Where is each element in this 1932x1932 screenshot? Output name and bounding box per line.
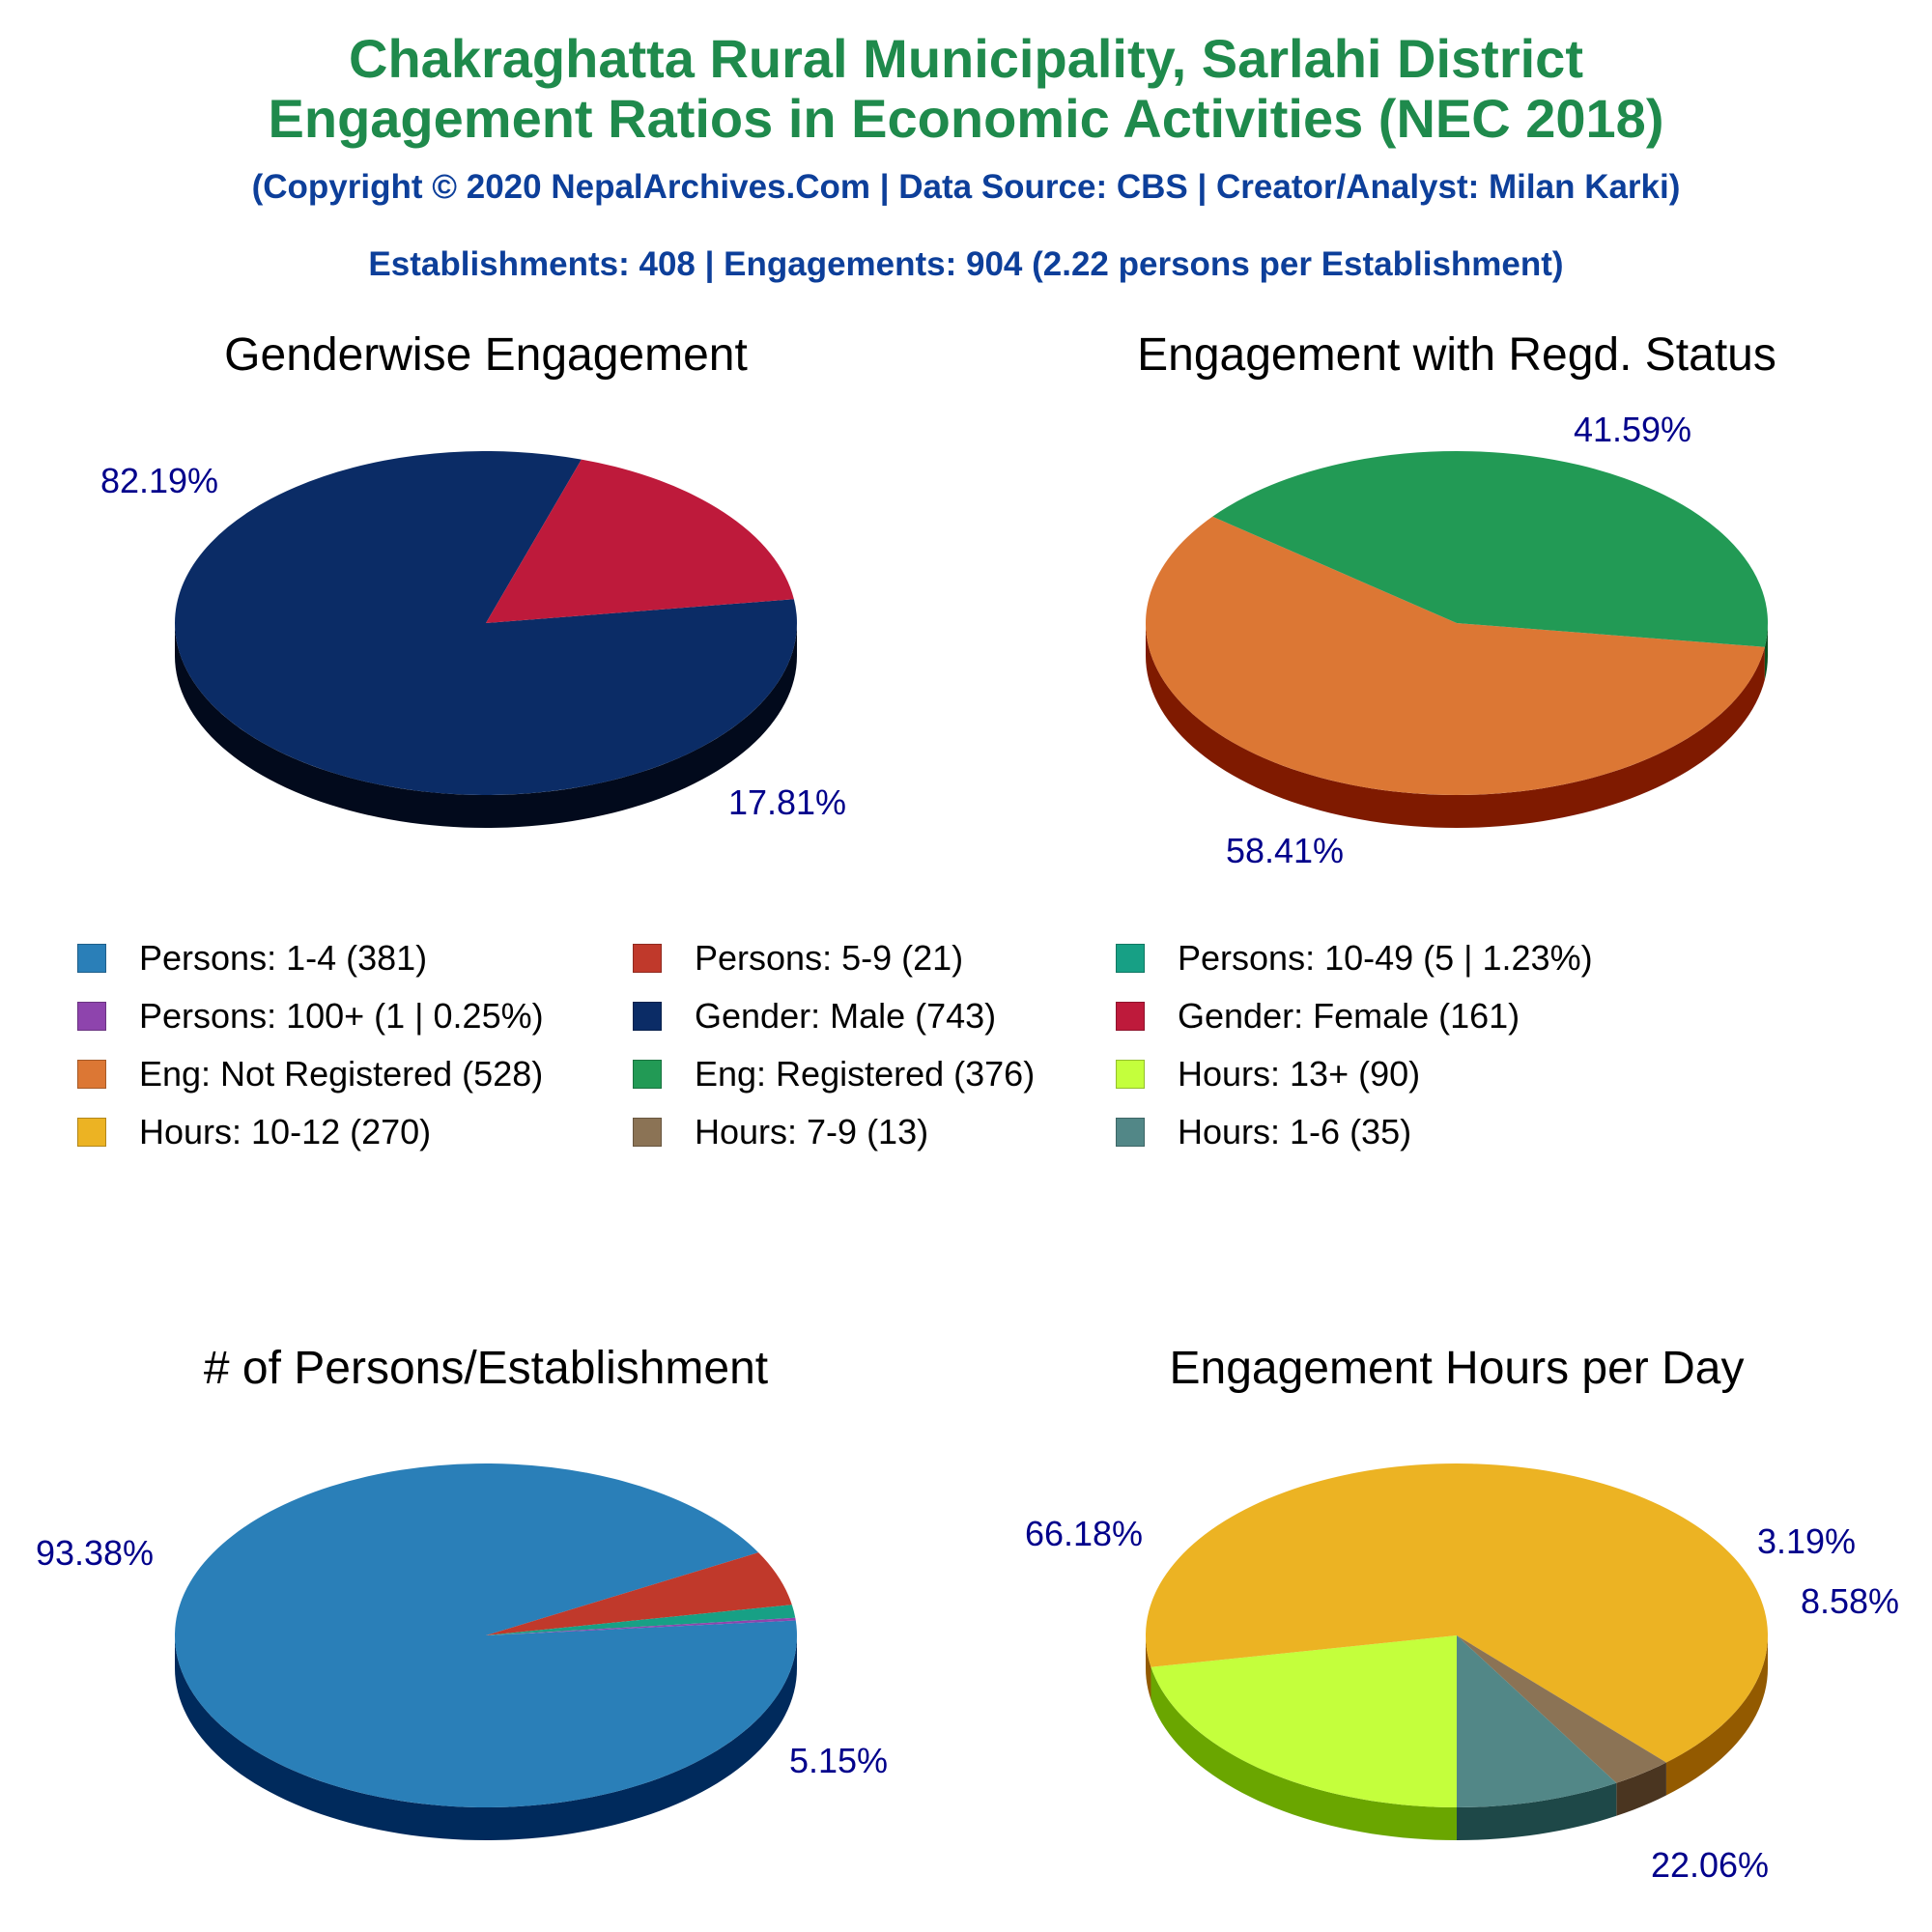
legend-swatch (1116, 1118, 1145, 1147)
legend-label: Hours: 1-6 (35) (1178, 1112, 1412, 1151)
pie-slice-persons-1-4 (174, 1463, 797, 1807)
pct-label-hours-10-12: 66.18% (1025, 1514, 1143, 1553)
legend-label: Eng: Registered (376) (695, 1054, 1036, 1094)
pie-slice-eng-registered (1212, 450, 1769, 647)
pct-label-eng-not-registered: 58.41% (1226, 831, 1344, 870)
legend-swatch (1116, 944, 1145, 973)
pct-label-persons-5-9: 5.15% (789, 1741, 888, 1780)
legend-swatch (77, 1002, 106, 1031)
legend-swatch (633, 944, 662, 973)
legend-item-persons-5-9-21: Persons: 5-9 (21) (633, 934, 963, 982)
legend-item-hours-10-12-270: Hours: 10-12 (270) (77, 1108, 431, 1156)
pct-label-persons-1-4: 93.38% (36, 1533, 154, 1573)
legend-item-hours-13-90: Hours: 13+ (90) (1116, 1050, 1420, 1098)
pie-title: # of Persons/Establishment (204, 1343, 768, 1394)
legend-label: Persons: 5-9 (21) (695, 938, 964, 978)
pie-slice-gender-female (486, 459, 794, 623)
pie-title: Genderwise Engagement (224, 329, 748, 381)
legend-label: Hours: 13+ (90) (1178, 1054, 1421, 1094)
pie-chart-of-persons-establishment: # of Persons/Establishment 93.38% 5.15% (36, 1343, 888, 1840)
pie-slice-hours-13 (1151, 1635, 1457, 1807)
pie-side-eng-registered (1764, 623, 1768, 680)
pie-side-eng-not-registered (1146, 623, 1765, 828)
legend-item-persons-10-49-5-1-23: Persons: 10-49 (5 | 1.23%) (1116, 934, 1593, 982)
legend-swatch (77, 1118, 106, 1147)
pie-title: Engagement with Regd. Status (1137, 329, 1776, 381)
legend-swatch (633, 1118, 662, 1147)
pie-side-hours-13 (1151, 1666, 1457, 1840)
legend-item-hours-1-6-35: Hours: 1-6 (35) (1116, 1108, 1411, 1156)
chart-header: Chakraghatta Rural Municipality, Sarlahi… (0, 0, 1932, 284)
legend-swatch (1116, 1002, 1145, 1031)
legend-label: Eng: Not Registered (528) (139, 1054, 544, 1094)
legend-swatch (633, 1060, 662, 1089)
legend-label: Persons: 100+ (1 | 0.25%) (139, 996, 544, 1036)
legend-item-eng-not-registered-528: Eng: Not Registered (528) (77, 1050, 543, 1098)
pie-chart-engagement-hours-per-day: Engagement Hours per Day 22.06% 66.18% 3.19… (1025, 1343, 1899, 1885)
pie-slice-hours-10-12 (1145, 1463, 1768, 1763)
copyright-note: (Copyright © 2020 NepalArchives.Com | Da… (251, 168, 1681, 206)
pie-side-gender-male (175, 623, 797, 828)
pie-side-hours-10-12 (1665, 1635, 1768, 1796)
main-title-line-2: Engagement Ratios in Economic Activities… (268, 88, 1664, 149)
pie-title: Engagement Hours per Day (1170, 1343, 1745, 1394)
pie-chart-genderwise-engagement: Genderwise Engagement 82.19% 17.81% (100, 329, 846, 828)
legend-item-gender-female-161: Gender: Female (161) (1116, 992, 1520, 1040)
legend-item-persons-1-4-381: Persons: 1-4 (381) (77, 934, 427, 982)
legend-swatch (77, 1060, 106, 1089)
legend-label: Gender: Female (161) (1178, 996, 1520, 1036)
pct-label-hours-13: 22.06% (1651, 1845, 1769, 1885)
legend-label: Hours: 10-12 (270) (139, 1112, 432, 1151)
main-title-line-1: Chakraghatta Rural Municipality, Sarlahi… (349, 28, 1583, 89)
pie-side-hours-10-12 (1146, 1635, 1151, 1700)
pie-slice-persons-5-9 (486, 1552, 792, 1635)
legend-swatch (633, 1002, 662, 1031)
pct-label-hours-1-6: 8.58% (1801, 1581, 1899, 1621)
legend-item-gender-male-743: Gender: Male (743) (633, 992, 996, 1040)
pie-slice-hours-7-9 (1457, 1635, 1666, 1783)
legend-item-eng-registered-376: Eng: Registered (376) (633, 1050, 1035, 1098)
legend-label: Gender: Male (743) (695, 996, 997, 1036)
pie-slice-persons-100 (486, 1617, 796, 1635)
pie-chart-engagement-with-regd-status: Engagement with Regd. Status 58.41% 41.59% (1137, 329, 1776, 870)
pie-slice-hours-1-6 (1457, 1635, 1617, 1807)
legend-label: Persons: 1-4 (381) (139, 938, 428, 978)
legend-label: Persons: 10-49 (5 | 1.23%) (1178, 938, 1593, 978)
legend-item-hours-7-9-13: Hours: 7-9 (13) (633, 1108, 928, 1156)
pct-label-hours-7-9: 3.19% (1757, 1521, 1856, 1561)
pie-slice-gender-male (175, 450, 798, 795)
pie-side-persons-1-4 (175, 1635, 797, 1840)
legend-label: Hours: 7-9 (13) (695, 1112, 929, 1151)
legend-swatch (77, 944, 106, 973)
legend-swatch (1116, 1060, 1145, 1089)
pie-slice-eng-not-registered (1146, 516, 1765, 795)
pie-side-hours-7-9 (1616, 1762, 1666, 1816)
pie-side-hours-1-6 (1457, 1782, 1617, 1840)
pct-label-eng-registered: 41.59% (1574, 410, 1691, 449)
summary-stats: Establishments: 408 | Engagements: 904 (… (368, 245, 1564, 283)
pct-label-gender-female: 17.81% (728, 782, 846, 822)
pct-label-gender-male: 82.19% (100, 461, 218, 500)
pie-slice-persons-10-49 (486, 1605, 796, 1635)
legend-item-persons-100-1-0-25: Persons: 100+ (1 | 0.25%) (77, 992, 544, 1040)
